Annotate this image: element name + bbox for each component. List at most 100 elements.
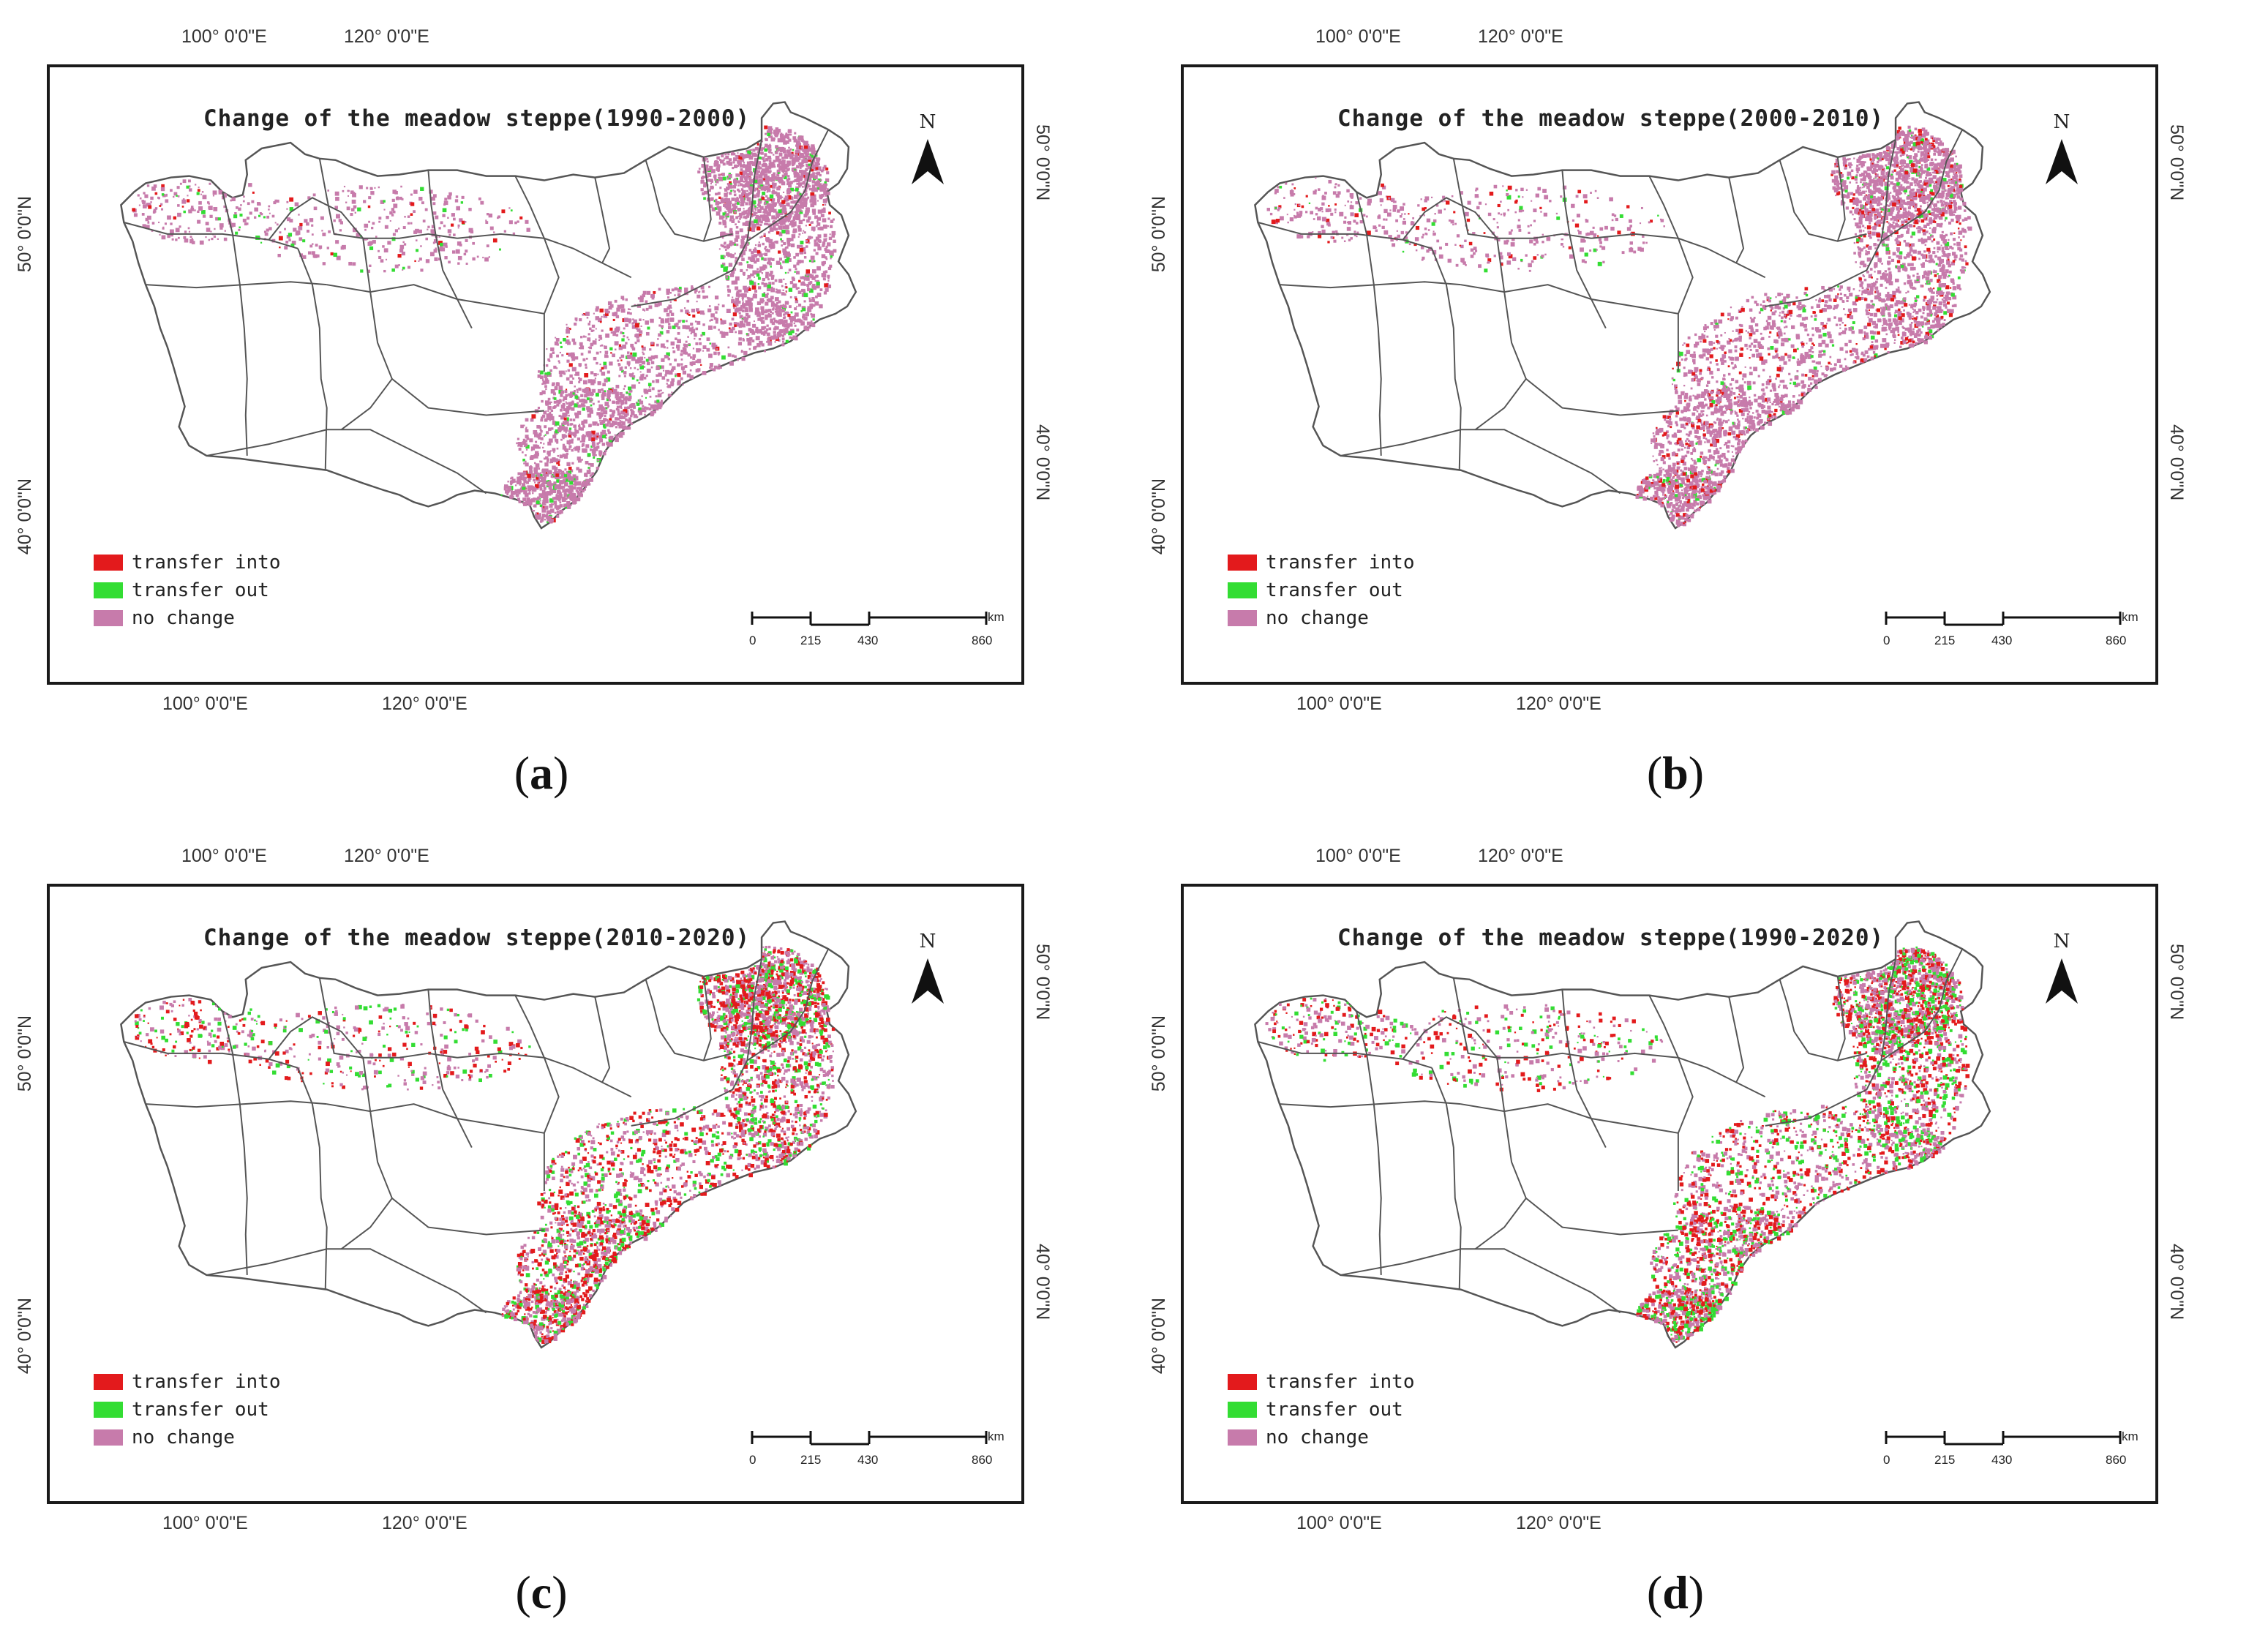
legend-item-into: transfer into [1228, 1368, 1415, 1396]
legend-swatch-out [1228, 582, 1257, 598]
admin-boundary [746, 948, 830, 1061]
panel-letter: b [1662, 747, 1689, 799]
admin-boundary [594, 177, 611, 263]
legend-swatch-into [94, 555, 123, 571]
scale-tick-0: 0 [749, 634, 756, 647]
panel-label: (b) [1646, 747, 1705, 799]
admin-boundary [1356, 192, 1382, 456]
admin-boundary [1340, 1248, 1621, 1314]
admin-boundary [1402, 1016, 1498, 1060]
scale-unit: km [988, 1429, 1005, 1443]
legend-label-nochange: no change [132, 607, 235, 629]
bottom-lon-label-100: 100° 0'0"E [162, 694, 248, 714]
panel-letter: a [530, 747, 553, 799]
admin-boundary [206, 1248, 487, 1314]
bottom-lon-label-120: 120° 0'0"E [1516, 1513, 1602, 1533]
admin-boundary [1648, 176, 1694, 372]
legend-label-nochange: no change [1266, 1427, 1369, 1448]
admin-boundary [746, 129, 830, 242]
map-frame: Change of the meadow steppe(1990-2020) N… [1181, 884, 2158, 1504]
bottom-lon-label-100: 100° 0'0"E [162, 1513, 248, 1533]
legend-swatch-into [1228, 555, 1257, 571]
map-title: Change of the meadow steppe(2000-2010) [1337, 105, 1885, 132]
map-frame: Change of the meadow steppe(1990-2000) N… [47, 64, 1024, 685]
map-legend: transfer into transfer out no change [1228, 1368, 1415, 1451]
scale-tick-215: 215 [800, 1453, 822, 1467]
admin-boundary [1648, 995, 1694, 1192]
north-letter: N [919, 931, 936, 952]
top-lon-label-120: 120° 0'0"E [1478, 26, 1563, 47]
legend-item-into: transfer into [94, 1368, 281, 1396]
admin-boundary [268, 197, 364, 241]
admin-boundary [1474, 378, 1527, 431]
map-frame: Change of the meadow steppe(2000-2010) N… [1181, 64, 2158, 685]
map-panel-a: 100° 0'0"E 120° 0'0"E Change of the mead… [0, 0, 1134, 823]
map-title: Change of the meadow steppe(1990-2000) [203, 105, 751, 132]
map-title: Change of the meadow steppe(2010-2020) [203, 925, 751, 951]
admin-boundary [427, 170, 473, 329]
right-lat-label-40: 40° 0'0"N [1032, 1244, 1053, 1320]
map-panel-b: 100° 0'0"E 120° 0'0"E Change of the mead… [1134, 0, 2268, 823]
legend-item-into: transfer into [1228, 549, 1415, 576]
top-lon-label-120: 120° 0'0"E [344, 26, 429, 47]
left-lat-label-40: 40° 0'0"N [1149, 478, 1169, 555]
admin-boundary [1356, 1011, 1382, 1275]
map-canvas [120, 101, 857, 530]
left-lat-label-50: 50° 0'0"N [1149, 1015, 1169, 1092]
legend-label-into: transfer into [1266, 1371, 1415, 1393]
panel-letter: c [530, 1566, 552, 1618]
admin-boundary [124, 1041, 298, 1069]
admin-boundary [457, 233, 632, 279]
right-lat-label-40: 40° 0'0"N [2166, 424, 2187, 501]
admin-boundary [1402, 197, 1498, 241]
admin-boundary [362, 1057, 544, 1236]
map-canvas [1254, 920, 1991, 1349]
map-canvas [1254, 101, 1991, 530]
scale-tick-215: 215 [800, 634, 822, 647]
admin-boundary [702, 157, 712, 242]
admin-boundary [1836, 976, 1846, 1061]
scale-tick-860: 860 [972, 1453, 993, 1467]
admin-boundary [427, 989, 473, 1149]
admin-boundary [1431, 1067, 1462, 1290]
legend-item-out: transfer out [94, 576, 281, 604]
legend-item-nochange: no change [1228, 604, 1415, 632]
right-lat-label-40: 40° 0'0"N [1032, 424, 1053, 501]
scale-bar: 0 215 430 860 km [749, 609, 1005, 660]
map-title: Change of the meadow steppe(1990-2020) [1337, 925, 1885, 951]
legend-label-out: transfer out [132, 579, 269, 601]
bottom-lon-label-120: 120° 0'0"E [1516, 694, 1602, 714]
legend-swatch-nochange [94, 1429, 123, 1446]
scale-tick-215: 215 [1934, 1453, 1956, 1467]
bottom-lon-label-120: 120° 0'0"E [382, 694, 468, 714]
scale-tick-430: 430 [1991, 1453, 2013, 1467]
admin-boundary [1728, 177, 1745, 263]
top-lon-label-100: 100° 0'0"E [181, 846, 267, 866]
right-lat-label-50: 50° 0'0"N [1032, 124, 1053, 201]
admin-boundary [297, 1067, 328, 1290]
admin-boundary [1280, 1100, 1461, 1108]
admin-boundary [1460, 284, 1679, 315]
admin-boundary [1280, 281, 1461, 289]
admin-boundary [268, 1016, 364, 1060]
map-panel-d: 100° 0'0"E 120° 0'0"E Change of the mead… [1134, 819, 2268, 1642]
study-region-outline [120, 101, 857, 530]
north-arrow-icon: N [906, 111, 950, 192]
change-pixels [132, 125, 837, 524]
scale-tick-215: 215 [1934, 634, 1956, 647]
admin-boundary [1880, 129, 1964, 242]
legend-item-out: transfer out [1228, 1396, 1415, 1424]
legend-label-nochange: no change [132, 1427, 235, 1448]
admin-boundary [457, 1052, 632, 1098]
admin-boundary [514, 176, 560, 372]
map-legend: transfer into transfer out no change [1228, 549, 1415, 632]
admin-boundary [146, 1100, 327, 1108]
study-region-outline [120, 920, 857, 1349]
top-lon-label-100: 100° 0'0"E [1315, 846, 1401, 866]
admin-boundary [326, 1103, 545, 1134]
admin-boundary [297, 248, 328, 470]
scale-tick-860: 860 [972, 634, 993, 647]
admin-boundary [1779, 159, 1867, 242]
panel-label: (d) [1646, 1566, 1705, 1618]
legend-swatch-nochange [94, 610, 123, 626]
